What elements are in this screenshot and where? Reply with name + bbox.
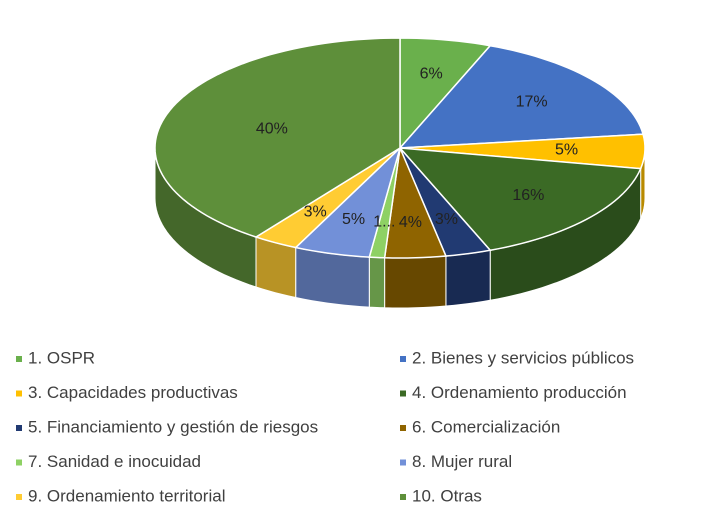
data-label: 4% bbox=[399, 214, 422, 231]
data-label: 5% bbox=[342, 211, 365, 228]
slice bbox=[383, 145, 448, 259]
legend-marker bbox=[400, 390, 406, 397]
data-label: 1... bbox=[373, 214, 395, 231]
slice bbox=[399, 37, 492, 150]
data-label: 6% bbox=[420, 66, 443, 83]
legend-marker bbox=[16, 425, 22, 431]
legend-marker bbox=[16, 390, 22, 397]
legend-label: 3. Capacidades productivas bbox=[28, 383, 238, 402]
legend-marker bbox=[400, 425, 406, 431]
slice bbox=[154, 37, 401, 238]
legend-label: 1. OSPR bbox=[28, 348, 95, 367]
slice bbox=[399, 133, 646, 170]
legend-label: 4. Ordenamiento producción bbox=[412, 383, 627, 402]
legend-label: 2. Bienes y servicios públicos bbox=[412, 348, 634, 367]
legend-marker bbox=[16, 494, 22, 500]
slice bbox=[294, 145, 402, 258]
data-label: 17% bbox=[516, 93, 548, 110]
legend-label: 5. Financiamiento y gestión de riesgos bbox=[28, 417, 318, 436]
slice-side bbox=[368, 256, 386, 309]
slice bbox=[254, 147, 401, 249]
legend-label: 7. Sanidad e inocuidad bbox=[28, 452, 201, 471]
legend-label: 6. Comercialización bbox=[412, 417, 560, 436]
legend-marker bbox=[400, 356, 406, 362]
slice bbox=[399, 147, 492, 257]
data-label: 5% bbox=[555, 142, 578, 159]
legend-label: 9. Ordenamiento territorial bbox=[28, 486, 225, 505]
legend-marker bbox=[400, 494, 406, 500]
slice bbox=[398, 147, 642, 252]
data-label: 3% bbox=[435, 211, 458, 228]
legend-marker bbox=[16, 356, 22, 362]
legend-label: 10. Otras bbox=[412, 486, 482, 505]
data-label: 3% bbox=[304, 204, 327, 221]
data-label: 16% bbox=[512, 187, 544, 204]
slice-side bbox=[384, 255, 447, 309]
legend-marker bbox=[16, 459, 22, 466]
data-label: 40% bbox=[256, 121, 288, 138]
slice-side bbox=[445, 249, 491, 307]
legend-marker bbox=[400, 459, 406, 466]
legend-label: 8. Mujer rural bbox=[412, 452, 512, 471]
slice bbox=[398, 44, 645, 149]
